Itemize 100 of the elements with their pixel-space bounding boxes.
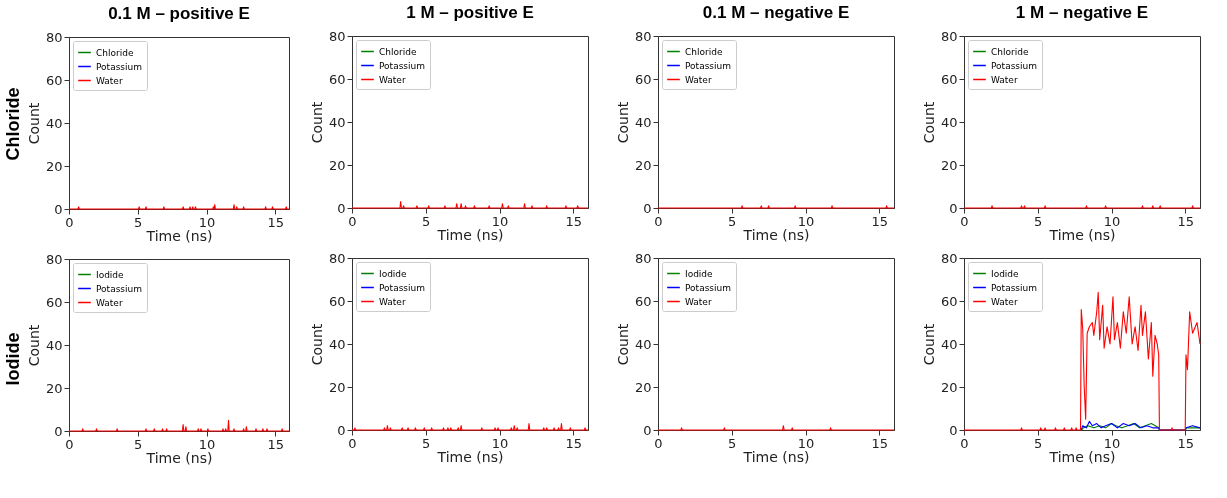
x-tick-label: 10 bbox=[1103, 435, 1121, 451]
legend-label: Potassium bbox=[96, 61, 143, 72]
legend-label: Water bbox=[379, 296, 406, 307]
chart-title: 1 M – positive E bbox=[406, 3, 534, 22]
y-axis-title: Count bbox=[614, 101, 631, 144]
y-tick-label: 20 bbox=[328, 157, 346, 173]
y-tick-label: 40 bbox=[328, 114, 346, 130]
x-axis-title: Time (ns) bbox=[742, 448, 810, 465]
legend-label: Chloride bbox=[991, 46, 1029, 57]
legend-label: Water bbox=[96, 297, 123, 308]
y-tick-label: 60 bbox=[45, 294, 63, 310]
x-tick-label: 5 bbox=[422, 435, 431, 451]
y-tick-label: 40 bbox=[940, 114, 958, 130]
legend-label: Chloride bbox=[685, 46, 723, 57]
x-tick-label: 0 bbox=[654, 435, 663, 451]
x-tick-label: 5 bbox=[422, 213, 431, 229]
legend-label: Water bbox=[685, 296, 712, 307]
legend-label: Potassium bbox=[379, 60, 426, 71]
legend-label: Chloride bbox=[96, 47, 134, 58]
chart-title: 0.1 M – positive E bbox=[108, 4, 250, 23]
line-series bbox=[351, 423, 589, 431]
x-axis-title: Time (ns) bbox=[1048, 226, 1116, 243]
line-series bbox=[68, 419, 290, 432]
legend-label: Water bbox=[379, 74, 406, 85]
x-tick-label: 15 bbox=[1177, 213, 1195, 229]
y-tick-label: 40 bbox=[45, 337, 63, 353]
x-tick-label: 5 bbox=[728, 435, 737, 451]
x-tick-label: 0 bbox=[960, 435, 969, 451]
y-tick-label: 80 bbox=[328, 28, 346, 44]
y-tick-label: 40 bbox=[634, 114, 652, 130]
x-tick-label: 15 bbox=[267, 214, 285, 230]
x-tick-label: 15 bbox=[871, 213, 889, 229]
chart-title: 1 M – negative E bbox=[1015, 3, 1149, 22]
y-tick-label: 0 bbox=[54, 423, 63, 439]
legend-label: Water bbox=[96, 75, 123, 86]
y-axis-title: Count bbox=[308, 323, 325, 366]
y-tick-label: 60 bbox=[45, 72, 63, 88]
y-tick-label: 0 bbox=[337, 200, 346, 216]
x-axis-title: Time (ns) bbox=[436, 226, 504, 243]
y-tick-label: 20 bbox=[45, 380, 63, 396]
x-tick-label: 15 bbox=[1177, 435, 1195, 451]
x-tick-label: 0 bbox=[65, 436, 74, 452]
y-tick-label: 0 bbox=[643, 200, 652, 216]
x-tick-label: 15 bbox=[565, 435, 583, 451]
y-tick-label: 20 bbox=[634, 157, 652, 173]
y-tick-label: 0 bbox=[949, 200, 958, 216]
y-tick-label: 80 bbox=[45, 251, 63, 267]
legend-label: Iodide bbox=[96, 269, 125, 280]
y-tick-label: 80 bbox=[634, 250, 652, 266]
x-axis-title: Time (ns) bbox=[1048, 448, 1116, 465]
legend-label: Potassium bbox=[991, 282, 1038, 293]
x-axis-title: Time (ns) bbox=[436, 448, 504, 465]
x-tick-label: 10 bbox=[198, 214, 216, 230]
y-tick-label: 0 bbox=[643, 422, 652, 438]
y-tick-label: 0 bbox=[949, 422, 958, 438]
y-axis-title: Count bbox=[920, 101, 937, 144]
y-tick-label: 60 bbox=[634, 71, 652, 87]
chart-title: 0.1 M – negative E bbox=[702, 3, 850, 22]
y-axis-title: Count bbox=[25, 324, 42, 367]
y-tick-label: 40 bbox=[45, 115, 63, 131]
y-tick-label: 20 bbox=[45, 158, 63, 174]
legend-label: Water bbox=[991, 74, 1018, 85]
x-tick-label: 10 bbox=[797, 213, 815, 229]
x-tick-label: 10 bbox=[198, 436, 216, 452]
legend-label: Iodide bbox=[379, 268, 408, 279]
y-tick-label: 40 bbox=[634, 336, 652, 352]
x-tick-label: 10 bbox=[491, 435, 509, 451]
y-tick-label: 80 bbox=[328, 250, 346, 266]
text: Chloride bbox=[2, 87, 23, 161]
y-tick-label: 40 bbox=[328, 336, 346, 352]
legend-label: Chloride bbox=[379, 46, 417, 57]
y-tick-label: 60 bbox=[328, 71, 346, 87]
y-tick-label: 80 bbox=[45, 29, 63, 45]
y-tick-label: 0 bbox=[54, 201, 63, 217]
x-tick-label: 0 bbox=[654, 213, 663, 229]
line-series bbox=[963, 291, 1201, 431]
y-tick-label: 80 bbox=[940, 28, 958, 44]
y-axis-title: Count bbox=[308, 101, 325, 144]
y-tick-label: 80 bbox=[634, 28, 652, 44]
y-tick-label: 20 bbox=[940, 379, 958, 395]
x-tick-label: 5 bbox=[1034, 213, 1043, 229]
x-tick-label: 0 bbox=[348, 213, 357, 229]
y-tick-label: 20 bbox=[328, 379, 346, 395]
legend-label: Iodide bbox=[991, 268, 1020, 279]
y-tick-label: 60 bbox=[940, 71, 958, 87]
y-tick-label: 0 bbox=[337, 422, 346, 438]
x-tick-label: 10 bbox=[797, 435, 815, 451]
legend-label: Water bbox=[685, 74, 712, 85]
x-tick-label: 5 bbox=[134, 214, 143, 230]
y-tick-label: 60 bbox=[328, 293, 346, 309]
x-tick-label: 15 bbox=[871, 435, 889, 451]
x-tick-label: 0 bbox=[348, 435, 357, 451]
x-tick-label: 5 bbox=[134, 436, 143, 452]
legend-label: Potassium bbox=[685, 282, 732, 293]
legend-label: Potassium bbox=[685, 60, 732, 71]
y-axis-title: Count bbox=[614, 323, 631, 366]
x-tick-label: 10 bbox=[1103, 213, 1121, 229]
legend-label: Potassium bbox=[96, 283, 143, 294]
legend-label: Iodide bbox=[685, 268, 714, 279]
x-tick-label: 15 bbox=[267, 436, 285, 452]
